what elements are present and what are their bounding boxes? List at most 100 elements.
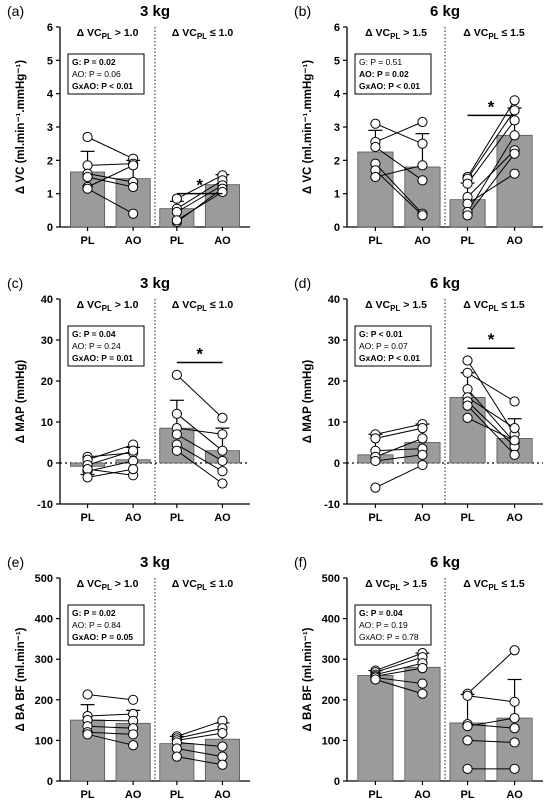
significance-star: *	[196, 345, 203, 364]
y-tick-label: 20	[41, 376, 53, 388]
y-tick-label: 30	[328, 335, 340, 347]
subject-line	[87, 164, 134, 188]
x-tick-label: PL	[81, 235, 95, 247]
x-tick-label: AO	[506, 512, 523, 524]
subject-point	[171, 408, 182, 419]
y-tick-label: 5	[334, 55, 340, 67]
subject-point	[217, 445, 228, 456]
subject-point	[370, 455, 381, 467]
subject-point	[82, 171, 93, 183]
subject-point	[509, 168, 520, 179]
y-axis-label: Δ MAP (mmHg)	[15, 360, 27, 444]
panel-letter: (d)	[294, 275, 311, 291]
subject-point	[370, 171, 381, 183]
subject-point	[417, 138, 428, 149]
subject-line	[176, 720, 223, 737]
x-tick-label: PL	[170, 235, 184, 247]
subject-line	[467, 417, 515, 441]
panel-letter: (f)	[294, 554, 307, 570]
subject-line	[467, 135, 516, 213]
subject-line	[87, 468, 134, 476]
stats-line: GxAO: P < 0.01	[72, 81, 133, 91]
x-tick-label: AO	[414, 789, 431, 801]
y-tick-label: 0	[334, 222, 340, 234]
y-tick-label: 0	[47, 222, 53, 234]
subject-point	[171, 206, 182, 218]
subject-point	[509, 435, 520, 446]
subject-point	[417, 116, 428, 128]
group-label: Δ VCPL ≤ 1.5	[463, 299, 525, 313]
x-tick-label: PL	[368, 512, 382, 524]
subject-line	[467, 396, 515, 429]
y-tick-label: 0	[334, 458, 340, 470]
stats-line: GxAO: P < 0.01	[359, 353, 420, 363]
subject-point	[171, 445, 182, 456]
subject-point	[462, 355, 473, 366]
subject-line	[87, 450, 134, 466]
y-tick-label: 40	[328, 294, 340, 306]
y-tick-label: 0	[47, 776, 53, 788]
subject-line	[467, 360, 516, 435]
subject-point	[370, 482, 381, 493]
subject-line	[176, 756, 223, 766]
y-tick-label: 100	[35, 735, 53, 747]
panel-letter: (c)	[7, 275, 23, 291]
stats-line: AO: P = 0.24	[72, 341, 121, 351]
y-axis-label: Δ MAP (mmHg)	[302, 360, 314, 444]
subject-line	[87, 733, 134, 746]
x-tick-label: AO	[414, 235, 431, 247]
subject-line	[467, 401, 515, 447]
stats-box	[67, 53, 145, 95]
subject-point	[509, 148, 520, 159]
subject-point	[217, 466, 228, 477]
subject-point	[217, 429, 228, 440]
y-axis-label: Δ BA BF (ml.min⁻¹)	[302, 627, 314, 731]
subject-line	[467, 717, 515, 727]
x-tick-label: AO	[214, 235, 231, 247]
y-tick-label: 2	[47, 155, 53, 167]
group-label: Δ VCPL > 1.5	[365, 27, 427, 41]
subject-line	[87, 725, 134, 729]
y-tick-label: 10	[328, 417, 340, 429]
stats-line: G: P = 0.51	[359, 57, 402, 67]
subject-point	[217, 455, 228, 467]
significance-star: *	[488, 330, 495, 349]
stats-line: G: P < 0.01	[359, 329, 403, 339]
group-label: Δ VCPL ≤ 1.5	[463, 27, 525, 41]
subject-line	[467, 739, 515, 743]
subject-point	[462, 367, 473, 378]
subject-line	[467, 120, 515, 184]
stats-box	[67, 325, 145, 367]
subject-point	[217, 186, 228, 198]
significance-star: *	[196, 176, 203, 195]
subject-point	[417, 433, 428, 444]
subject-point	[417, 423, 428, 434]
x-tick-label: AO	[125, 789, 142, 801]
subject-point	[370, 118, 381, 129]
subject-point	[217, 727, 228, 739]
stats-line: G: P = 0.04	[72, 329, 116, 339]
x-tick-label: PL	[170, 789, 184, 801]
subject-point	[462, 721, 473, 732]
subject-point	[171, 369, 182, 380]
x-tick-label: PL	[461, 789, 475, 801]
subject-line	[176, 450, 223, 484]
y-tick-label: 200	[35, 695, 53, 707]
subject-point	[128, 181, 139, 193]
y-tick-label: 300	[35, 654, 53, 666]
y-tick-label: 20	[328, 376, 340, 388]
stats-line: AO: P = 0.07	[359, 341, 408, 351]
subject-line	[375, 679, 423, 695]
subject-point	[417, 678, 428, 689]
panel-title: 6 kg	[430, 3, 460, 20]
subject-point	[370, 674, 381, 685]
subject-point	[417, 175, 428, 186]
panel-title: 3 kg	[140, 275, 170, 292]
subject-point	[417, 210, 428, 221]
bar	[357, 675, 394, 782]
panel-1: 0 1 2 3 4 5 6 PL AO PL AO Δ VCPL > 1.5 Δ VCPL ≤ 1.56…	[294, 3, 543, 247]
subject-line	[87, 173, 134, 183]
x-tick-label: PL	[81, 512, 95, 524]
subject-line	[375, 163, 423, 215]
